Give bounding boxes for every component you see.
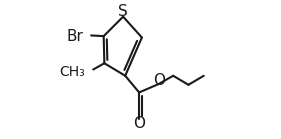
Text: Br: Br (67, 29, 83, 44)
Text: S: S (118, 4, 128, 19)
Text: O: O (153, 73, 165, 88)
Text: O: O (133, 116, 145, 131)
Text: CH₃: CH₃ (59, 65, 85, 79)
